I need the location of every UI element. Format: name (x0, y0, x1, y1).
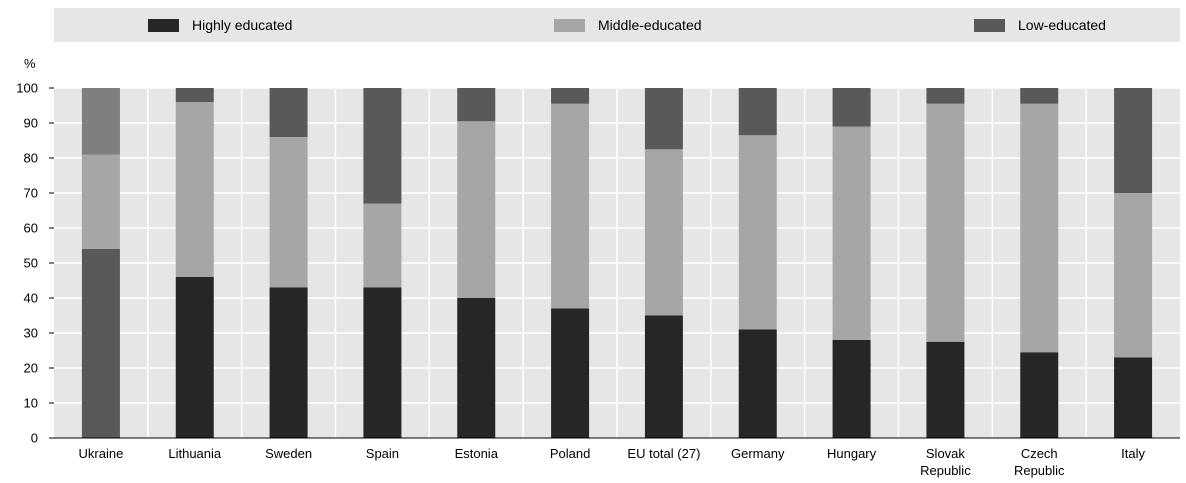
bar-segment-highly-educated (1020, 352, 1059, 438)
x-tick-label: Hungary (827, 446, 877, 461)
bar-segment-highly-educated (644, 315, 683, 438)
bar-segment-highly-educated (551, 308, 590, 438)
y-tick-label: 10 (24, 396, 38, 411)
bar-segment-middle-educated (644, 149, 683, 316)
y-tick-label: 50 (24, 256, 38, 271)
x-tick-label: Italy (1121, 446, 1145, 461)
bar-segment-low-educated (738, 88, 777, 136)
bar-segment-low-educated (1114, 88, 1153, 193)
bar-segment-middle-educated (1020, 103, 1059, 353)
bar-stack (1114, 88, 1153, 438)
bar-segment-highly-educated (175, 277, 214, 438)
bar-segment-highly-educated (269, 287, 308, 438)
bar-segment-middle-educated (1114, 193, 1153, 358)
y-tick-label: 100 (16, 81, 38, 96)
x-tick-label: Lithuania (168, 446, 222, 461)
bar-stack (363, 88, 402, 438)
y-tick-label: 0 (31, 431, 38, 446)
bar-segment-middle-educated (457, 121, 496, 298)
bar-segment-middle-educated (832, 126, 871, 340)
bar-segment-middle-educated (269, 137, 308, 288)
gridlines (54, 87, 1180, 438)
bars (81, 88, 1153, 438)
bar-stack (738, 88, 777, 438)
x-tick-label: Ukraine (79, 446, 124, 461)
bar-segment-highly-educated (832, 340, 871, 438)
bar-segment-low-educated (363, 88, 402, 204)
bar-segment-low-educated (926, 88, 965, 104)
legend-swatch (148, 19, 179, 32)
bar-stack (832, 88, 871, 438)
y-tick-label: 20 (24, 361, 38, 376)
bar-stack (1020, 88, 1059, 438)
y-axis-ticks: 0 10 20 30 40 50 60 70 80 90 100 (16, 81, 54, 446)
y-tick-label: 40 (24, 291, 38, 306)
x-tick-label: Republic (1014, 463, 1065, 478)
legend-swatch (554, 19, 585, 32)
bar-segment-low-educated (457, 88, 496, 122)
x-tick-label: EU total (27) (627, 446, 700, 461)
bar-segment-highly-educated (926, 341, 965, 438)
bar-stack (644, 88, 683, 438)
bar-stack (926, 88, 965, 438)
x-tick-label: Spain (366, 446, 399, 461)
bar-segment-low-educated (832, 88, 871, 127)
x-tick-label: Sweden (265, 446, 312, 461)
bar-segment-highly-educated (738, 329, 777, 438)
bar-stack (175, 88, 214, 438)
x-tick-label: Estonia (455, 446, 499, 461)
bar-segment-lower (81, 249, 120, 438)
legend: Highly educated Middle-educated Low-educat… (148, 17, 1106, 33)
bar-stack (81, 88, 120, 438)
x-axis-labels: Ukraine Lithuania Sweden Spain Estonia Poland… (79, 446, 1146, 478)
y-tick-label: 70 (24, 186, 38, 201)
bar-segment-middle-educated (926, 103, 965, 342)
y-tick-label: 80 (24, 151, 38, 166)
y-tick-label: 60 (24, 221, 38, 236)
legend-swatch (974, 19, 1005, 32)
bar-segment-middle-educated (81, 154, 120, 249)
bar-segment-middle-educated (551, 103, 590, 309)
bar-stack (551, 88, 590, 438)
bar-segment-highly-educated (457, 298, 496, 438)
bar-segment-highly-educated (363, 287, 402, 438)
bar-segment-low-educated (1020, 88, 1059, 104)
bar-segment-middle-educated (738, 135, 777, 330)
bar-stack (269, 88, 308, 438)
x-tick-label: Germany (731, 446, 785, 461)
bar-segment-low-educated (551, 88, 590, 104)
legend-label: Low-educated (1018, 17, 1106, 33)
bar-segment-middle-educated (363, 203, 402, 288)
x-tick-label: Poland (550, 446, 590, 461)
legend-label: Highly educated (192, 17, 292, 33)
bar-segment-highly-educated (1114, 357, 1153, 438)
legend-label: Middle-educated (598, 17, 702, 33)
bar-stack (457, 88, 496, 438)
bar-segment-low-educated (175, 88, 214, 102)
x-tick-label: Czech (1021, 446, 1058, 461)
bar-segment-low-educated (644, 88, 683, 150)
bar-segment-low-educated (269, 88, 308, 137)
y-tick-label: 30 (24, 326, 38, 341)
bar-segment-upper (81, 88, 120, 155)
bar-segment-middle-educated (175, 102, 214, 277)
x-tick-label: Republic (920, 463, 971, 478)
y-axis-unit-label: % (24, 56, 36, 71)
y-tick-label: 90 (24, 116, 38, 131)
x-tick-label: Slovak (926, 446, 966, 461)
